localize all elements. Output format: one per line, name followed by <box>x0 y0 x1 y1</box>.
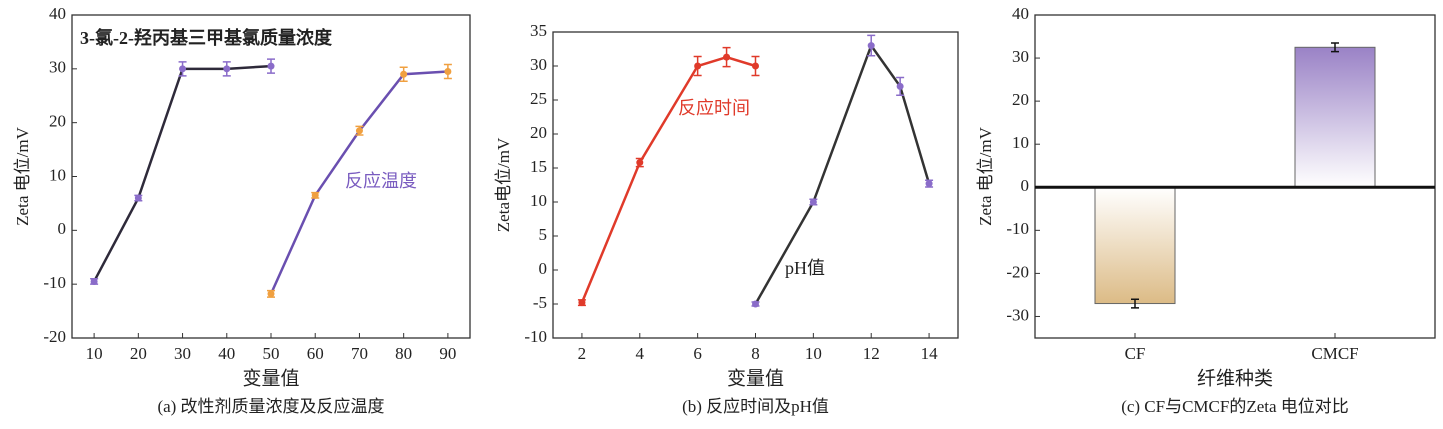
point <box>311 191 319 199</box>
y-tick-label: 20 <box>530 123 547 142</box>
point <box>723 53 731 61</box>
point <box>896 82 904 90</box>
series-line <box>754 42 931 305</box>
error-bar <box>1331 42 1339 53</box>
y-tick-label: 30 <box>49 58 66 77</box>
error-bar <box>1131 298 1139 309</box>
y-tick-label: 0 <box>539 259 548 278</box>
x-axis-label: 纤维种类 <box>1197 367 1273 389</box>
x-tick-label: 14 <box>921 344 939 363</box>
y-tick-label: 40 <box>49 4 66 23</box>
y-tick-label: 35 <box>530 21 547 40</box>
point <box>752 300 759 308</box>
series-line <box>580 55 756 304</box>
point <box>134 194 142 202</box>
series-label: 反应温度 <box>345 171 417 191</box>
y-tick-label: -30 <box>1006 305 1029 324</box>
x-tick-label: 10 <box>805 344 822 363</box>
x-tick-label: 40 <box>218 344 235 363</box>
y-axis-label: Zeta 电位/mV <box>976 126 995 225</box>
point <box>179 65 187 73</box>
y-tick-label: 40 <box>1012 4 1029 23</box>
point <box>400 70 408 78</box>
y-tick-label: 25 <box>530 89 547 108</box>
x-tick-label: 6 <box>693 344 702 363</box>
point <box>636 159 644 167</box>
y-tick-label: 20 <box>49 112 66 131</box>
point <box>752 62 759 70</box>
y-tick-label: 0 <box>58 219 67 238</box>
x-tick-label: 50 <box>263 344 280 363</box>
y-tick-label: 0 <box>1021 176 1030 195</box>
y-tick-label: -20 <box>1006 262 1029 281</box>
y-tick-label: 10 <box>530 191 547 210</box>
y-axis-label: Zeta电位/mV <box>494 137 513 232</box>
point <box>90 277 98 285</box>
point <box>444 68 452 76</box>
x-axis-label: 变量值 <box>242 367 299 389</box>
caption: (c) CF与CMCF的Zeta 电位对比 <box>1121 397 1349 416</box>
y-tick-label: 30 <box>1012 47 1029 66</box>
x-tick-label: 12 <box>863 344 880 363</box>
y-tick-label: 5 <box>539 225 548 244</box>
point <box>925 180 933 188</box>
y-tick-label: 30 <box>530 55 547 74</box>
y-tick-label: -10 <box>43 273 66 292</box>
y-tick-label: -5 <box>533 293 547 312</box>
y-tick-label: -10 <box>524 327 547 346</box>
x-axis-label: 变量值 <box>727 367 784 389</box>
point <box>694 62 702 70</box>
series-label: pH值 <box>785 258 825 278</box>
y-tick-label: 15 <box>530 157 547 176</box>
x-tick-label: 20 <box>130 344 147 363</box>
x-tick-label: 70 <box>351 344 368 363</box>
point <box>578 299 586 307</box>
y-tick-label: -10 <box>1006 219 1029 238</box>
y-tick-label: 20 <box>1012 90 1029 109</box>
bar <box>1094 186 1176 305</box>
point <box>809 198 817 206</box>
bar <box>1294 46 1376 188</box>
caption: (b) 反应时间及pH值 <box>682 397 829 416</box>
point <box>355 127 363 135</box>
y-tick-label: 10 <box>1012 133 1029 152</box>
caption: (a) 改性剂质量浓度及反应温度 <box>157 397 384 416</box>
y-tick-label: 10 <box>49 165 66 184</box>
x-tick-label: CF <box>1125 344 1146 363</box>
plot-frame <box>1034 14 1436 339</box>
x-tick-label: CMCF <box>1311 344 1358 363</box>
series-label: 反应时间 <box>678 98 750 118</box>
y-tick-label: -20 <box>43 327 66 346</box>
y-axis-label: Zeta 电位/mV <box>13 126 32 225</box>
series-line <box>93 64 272 283</box>
point <box>267 62 275 70</box>
point <box>867 42 875 50</box>
point <box>223 65 231 73</box>
point <box>267 290 275 298</box>
x-tick-label: 8 <box>751 344 760 363</box>
x-tick-label: 2 <box>578 344 587 363</box>
x-tick-label: 30 <box>174 344 191 363</box>
x-tick-label: 10 <box>86 344 103 363</box>
series-label: 3-氯-2-羟丙基三甲基氯质量浓度 <box>80 27 333 48</box>
x-tick-label: 60 <box>307 344 324 363</box>
x-tick-label: 4 <box>636 344 645 363</box>
x-tick-label: 80 <box>395 344 412 363</box>
x-tick-label: 90 <box>439 344 456 363</box>
